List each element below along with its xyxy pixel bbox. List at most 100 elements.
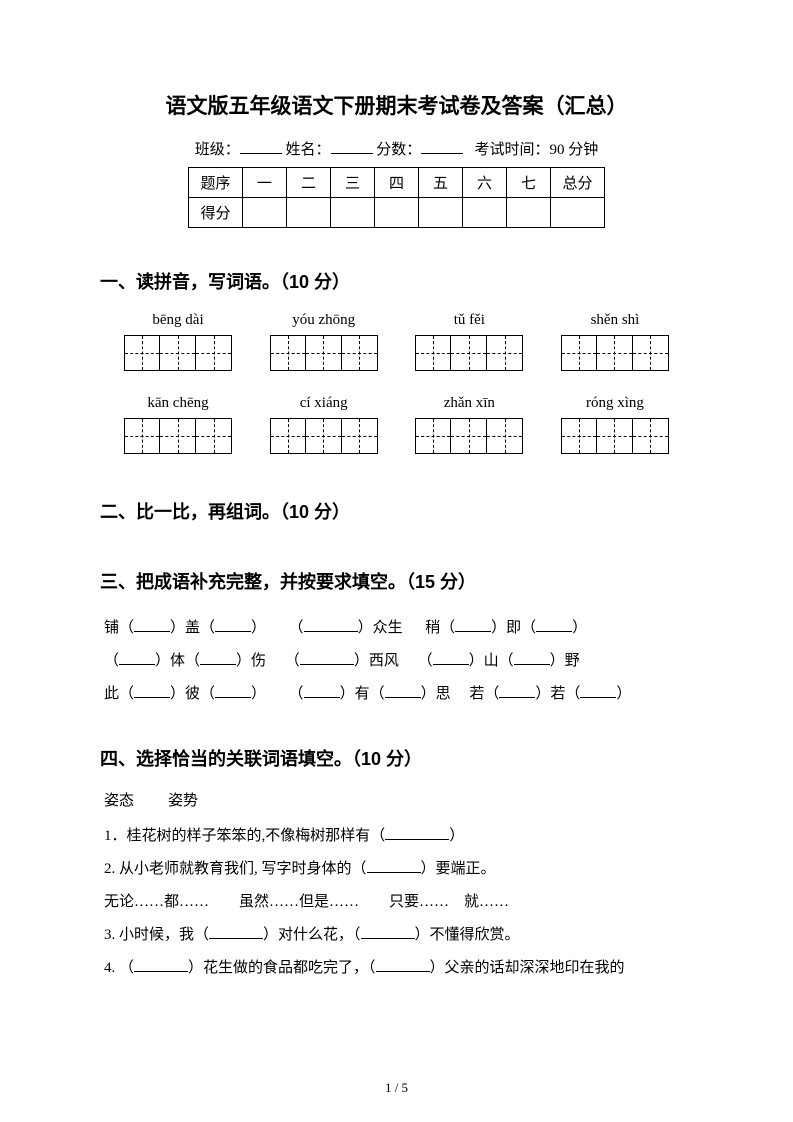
class-blank[interactable]: [240, 140, 282, 154]
page-footer: 1 / 5: [0, 1080, 793, 1096]
text: （: [418, 653, 433, 669]
blank[interactable]: [361, 925, 415, 939]
blank[interactable]: [134, 958, 188, 972]
score-cell[interactable]: [375, 198, 419, 228]
text: ）体（: [155, 653, 200, 669]
text: 3. 小时候，我（: [104, 927, 209, 943]
text: ）彼（: [170, 686, 215, 702]
blank[interactable]: [376, 958, 430, 972]
text: ）众生: [358, 620, 403, 636]
pinyin-label: kān chēng: [124, 395, 232, 412]
class-label: 班级：: [195, 142, 240, 158]
page: 语文版五年级语文下册期末考试卷及答案（汇总） 班级： 姓名： 分数： 考试时间：…: [0, 0, 793, 1122]
score-blank[interactable]: [421, 140, 463, 154]
score-cell[interactable]: [419, 198, 463, 228]
score-label: 分数：: [376, 142, 421, 158]
name-blank[interactable]: [331, 140, 373, 154]
text: ）花生做的食品都吃完了，（: [188, 960, 376, 976]
blank[interactable]: [300, 651, 354, 665]
score-cell[interactable]: [551, 198, 605, 228]
section-2-heading: 二、比一比，再组词。（10 分）: [100, 498, 693, 524]
td-score-label: 得分: [189, 198, 243, 228]
score-cell[interactable]: [463, 198, 507, 228]
q4-line2: 2. 从小老师就教育我们, 写字时身体的（）要端正。: [104, 853, 689, 886]
text: ）西风: [354, 653, 399, 669]
score-cell[interactable]: [287, 198, 331, 228]
q3-line1: 铺（）盖（） （）众生 稍（）即（）: [104, 612, 689, 645]
text: ）不懂得欣赏。: [415, 927, 520, 943]
blank[interactable]: [304, 684, 340, 698]
text: ）思: [421, 686, 451, 702]
pinyin-item: tǔ fěi: [415, 312, 523, 371]
char-boxes[interactable]: [561, 418, 669, 454]
section-3-heading: 三、把成语补充完整，并按要求填空。（15 分）: [100, 568, 693, 594]
pinyin-label: bēng dài: [124, 312, 232, 329]
pinyin-item: róng xìng: [561, 395, 669, 454]
name-label: 姓名：: [285, 142, 330, 158]
text: ）: [572, 620, 587, 636]
text: ）对什么花，（: [263, 927, 361, 943]
blank[interactable]: [433, 651, 469, 665]
blank[interactable]: [385, 826, 449, 840]
blank[interactable]: [215, 684, 251, 698]
pinyin-label: zhǎn xīn: [415, 395, 523, 412]
blank[interactable]: [536, 618, 572, 632]
char-boxes[interactable]: [270, 335, 378, 371]
blank[interactable]: [455, 618, 491, 632]
pinyin-label: yóu zhōng: [270, 312, 378, 329]
text: ）伤: [236, 653, 266, 669]
blank[interactable]: [580, 684, 616, 698]
char-boxes[interactable]: [415, 335, 523, 371]
char-boxes[interactable]: [124, 418, 232, 454]
q4-line1: 1．桂花树的样子笨笨的,不像梅树那样有（）: [104, 820, 689, 853]
score-cell[interactable]: [331, 198, 375, 228]
th-7: 七: [507, 168, 551, 198]
text: ）: [251, 620, 266, 636]
text: 稍（: [425, 620, 455, 636]
q4-word-pair: 姿态姿势: [104, 789, 689, 810]
blank[interactable]: [209, 925, 263, 939]
text: 此（: [104, 686, 134, 702]
pinyin-row-2: kān chēng cí xiáng zhǎn xīn róng xìng: [124, 395, 669, 454]
char-boxes[interactable]: [415, 418, 523, 454]
pinyin-item: zhǎn xīn: [415, 395, 523, 454]
th-2: 二: [287, 168, 331, 198]
exam-header: 班级： 姓名： 分数： 考试时间：90 分钟: [100, 138, 693, 159]
pinyin-label: tǔ fěi: [415, 312, 523, 329]
q4-line4: 4. （）花生做的食品都吃完了，（）父亲的话却深深地印在我的: [104, 952, 689, 985]
pinyin-item: kān chēng: [124, 395, 232, 454]
blank[interactable]: [385, 684, 421, 698]
blank[interactable]: [367, 859, 421, 873]
blank[interactable]: [215, 618, 251, 632]
section-4-heading: 四、选择恰当的关联词语填空。（10 分）: [100, 745, 693, 771]
char-boxes[interactable]: [124, 335, 232, 371]
score-cell[interactable]: [243, 198, 287, 228]
blank[interactable]: [514, 651, 550, 665]
score-cell[interactable]: [507, 198, 551, 228]
text: ）山（: [469, 653, 514, 669]
blank[interactable]: [499, 684, 535, 698]
blank[interactable]: [304, 618, 358, 632]
q3-line3: 此（）彼（） （）有（）思 若（）若（）: [104, 678, 689, 711]
text: ）要端正。: [421, 861, 496, 877]
q4-conj: 无论……都…… 虽然……但是…… 只要…… 就……: [104, 886, 689, 919]
th-1: 一: [243, 168, 287, 198]
pinyin-item: yóu zhōng: [270, 312, 378, 371]
th-4: 四: [375, 168, 419, 198]
blank[interactable]: [200, 651, 236, 665]
char-boxes[interactable]: [270, 418, 378, 454]
text: （: [285, 653, 300, 669]
text: ）: [449, 828, 464, 844]
word-a: 姿态: [104, 793, 134, 809]
blank[interactable]: [119, 651, 155, 665]
th-seq: 题序: [189, 168, 243, 198]
pinyin-row-1: bēng dài yóu zhōng tǔ fěi shěn shì: [124, 312, 669, 371]
blank[interactable]: [134, 684, 170, 698]
blank[interactable]: [134, 618, 170, 632]
time-label: 考试时间：90 分钟: [475, 142, 599, 158]
q3-line2: （）体（）伤 （）西风 （）山（）野: [104, 645, 689, 678]
text: ）即（: [491, 620, 536, 636]
score-table: 题序 一 二 三 四 五 六 七 总分 得分: [188, 167, 605, 228]
char-boxes[interactable]: [561, 335, 669, 371]
pinyin-label: shěn shì: [561, 312, 669, 329]
